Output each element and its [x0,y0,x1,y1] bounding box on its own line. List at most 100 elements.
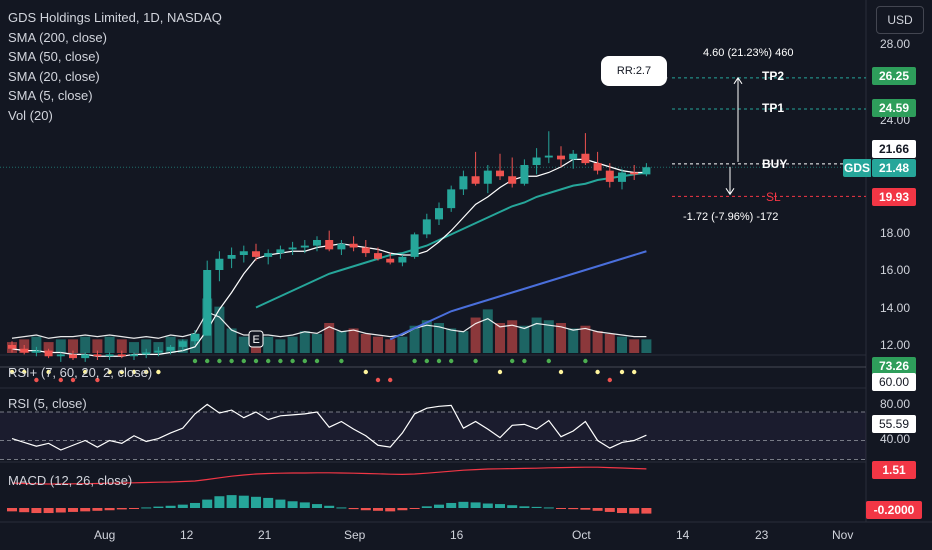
macd-hist-bar [580,508,591,510]
symbol-title[interactable]: GDS Holdings Limited, 1D, NASDAQ [8,10,222,25]
candle-body [69,354,77,359]
macd-hist-bar [7,508,17,512]
macd-hist-bar [153,506,164,508]
macd-hist-bar [617,508,627,514]
macd-hist-bar [556,508,566,509]
legend-sma20[interactable]: SMA (20, close) [8,68,100,84]
macd-hist-bar [434,504,444,508]
volume-bar [617,336,627,353]
volume-bar [543,320,554,353]
macd-hist-bar [116,508,127,510]
volume-bar [507,320,518,353]
rsi-plus-dot [144,369,149,375]
macd-hist-bar [397,508,408,511]
currency-button[interactable]: USD [876,6,924,34]
legend-sma50[interactable]: SMA (50, close) [8,49,100,64]
time-tick: Oct [572,528,591,542]
macd-hist-bar [604,508,615,512]
volume-bar [604,333,615,353]
legend-vol[interactable]: Vol (20) [8,107,53,123]
volume-bar [397,336,408,353]
ticker-symbol-tag: GDS [843,159,871,177]
rsi-plus-dot [583,358,588,364]
candle-body [300,245,309,248]
candle-body [618,172,626,182]
candle-body [93,354,102,357]
price-tick: 28.00 [880,37,911,51]
rsi-plus-dot [119,369,125,375]
volume-bar [556,323,566,353]
buy-price-tag: 21.66 [872,140,916,158]
macd-hist-bar [177,504,188,508]
rsi-plus-dot [95,377,100,383]
candle-body [288,247,297,250]
macd-hist-bar [531,506,542,508]
volume-bar [348,328,359,353]
macd-hist-bar [19,508,30,513]
rsi-plus-dot [156,369,161,375]
macd-hist-bar [43,508,54,514]
macd-hist-bar [592,508,603,511]
rsi-plus-upper-tag: 73.26 [872,357,916,375]
macd-hist-bar [373,508,383,511]
candle-body [386,258,395,263]
candle-body [374,253,382,259]
volume-bar [92,339,103,353]
rsi-plus-dot [412,358,417,364]
volume-bar [519,325,530,353]
candle-body [56,354,65,357]
rsi-plus-dot [424,358,429,364]
candle-body [398,256,407,263]
candle-body [483,170,492,184]
price-tick: 16.00 [880,263,911,277]
rsi-plus-dot [217,358,222,364]
candle-body [264,253,273,257]
time-tick: 12 [180,528,194,542]
legend-sma200[interactable]: SMA (200, close) [8,29,107,45]
volume-bar [238,336,249,353]
volume-bar [409,325,420,353]
macd-hist-tag: -0.2000 [866,501,922,519]
rr-bubble[interactable]: RR:2.7 [601,56,667,86]
volume-bar [226,328,237,353]
volume-bar [129,342,139,353]
macd-hist-bar [80,508,91,512]
candle-body [252,251,260,257]
macd-hist-bar [312,504,322,508]
macd-value-tag: 1.51 [872,461,916,479]
volume-bar [421,320,432,353]
macd-label[interactable]: MACD (12, 26, close) [8,473,133,488]
macd-hist-bar [214,496,225,508]
macd-hist-bar [275,499,286,508]
rsi-plus-lower-tag: 60.00 [872,373,916,391]
volume-bar [141,339,152,353]
time-tick: 23 [755,528,769,542]
volume-bar [287,336,298,353]
candle-body [605,170,614,182]
candle-body [630,172,639,175]
earnings-marker [248,330,264,348]
rsi-plus-dot [253,358,259,364]
time-tick: 21 [258,528,272,542]
macd-hist-bar [141,507,152,509]
candle-body [337,243,346,250]
price-tick: 14.00 [880,301,911,315]
profit-arrow-head [733,76,743,85]
rsi-plus-dot [22,369,27,375]
rsi-label[interactable]: RSI (5, close) [8,396,87,411]
sl-label: SL [766,190,781,204]
volume-bar [434,323,444,353]
candle-body [8,345,16,349]
volume-bar [104,336,115,353]
rsi-plus-dot [70,377,76,383]
macd-hist-bar [385,508,396,512]
rsi-plus-dot [290,358,295,364]
candle-body [227,255,236,259]
legend-sma5[interactable]: SMA (5, close) [8,88,93,103]
rsi-plus-dot [375,377,381,383]
candle-body [215,258,224,270]
rsi-plus-label[interactable]: RSI+ (7, 60, 20, 2, close) [8,365,153,380]
macd-hist-bar [68,508,78,512]
macd-hist-bar [299,502,310,508]
